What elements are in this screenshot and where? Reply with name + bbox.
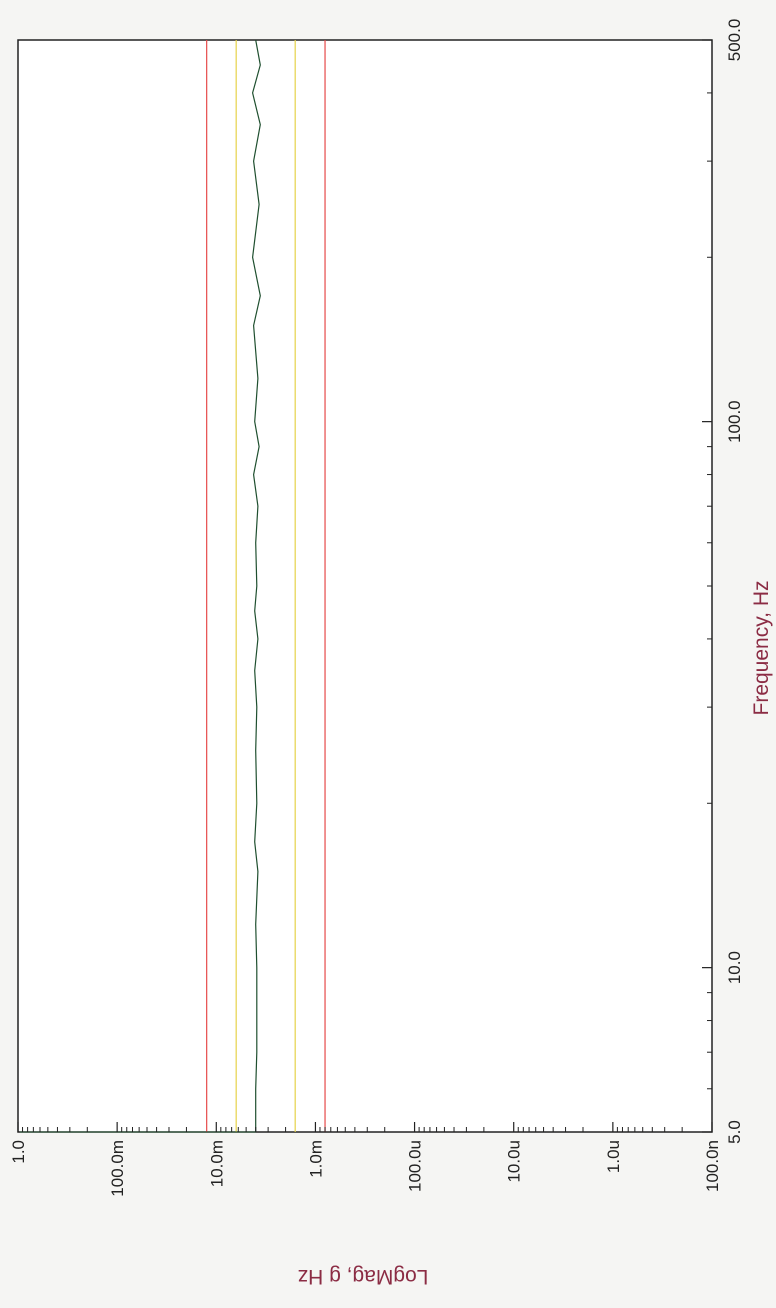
y-tick-label-group-3: 1.0m xyxy=(306,1140,325,1178)
y-axis-title: LogMag, g Hz xyxy=(298,1265,429,1288)
y-tick-label: 100.0u xyxy=(406,1140,425,1192)
x-tick-label-group-1: 10.0 xyxy=(725,951,744,984)
x-tick-label-group-3: 500.0 xyxy=(725,19,744,62)
y-tick-label: 10.0u xyxy=(505,1140,524,1183)
y-tick-label-group-6: 1.0u xyxy=(604,1140,623,1173)
x-tick-label-group-2: 100.0 xyxy=(725,400,744,443)
y-tick-label-group-4: 100.0u xyxy=(406,1140,425,1192)
x-tick-label-group-0: 5.0 xyxy=(725,1120,744,1144)
y-tick-label-group-5: 10.0u xyxy=(505,1140,524,1183)
y-tick-label: 1.0 xyxy=(9,1140,28,1164)
x-axis-title: Frequency, Hz xyxy=(750,581,773,716)
plot-area xyxy=(17,39,713,1133)
y-tick-label-group-2: 10.0m xyxy=(207,1140,226,1187)
x-ticks-layer: 5.0 10.0 100.0 500.0 xyxy=(702,19,744,1144)
y-tick-label-group-0: 1.0 xyxy=(9,1140,28,1164)
x-tick-label: 10.0 xyxy=(725,951,744,984)
x-tick-label: 5.0 xyxy=(725,1120,744,1144)
y-axis-title-group: LogMag, g Hz xyxy=(298,1265,429,1288)
y-tick-label-group-7: 100.0n xyxy=(703,1140,722,1192)
y-tick-label: 1.0m xyxy=(306,1140,325,1178)
x-tick-label: 500.0 xyxy=(725,19,744,62)
limit-lines-layer xyxy=(206,40,326,1132)
y-ticks-layer: 1.0 100.0m 10.0m 1.0m 100.0u 10.0u 1.0u 100.0n xyxy=(9,1122,722,1197)
y-tick-label: 1.0u xyxy=(604,1140,623,1173)
y-tick-label: 100.0n xyxy=(703,1140,722,1192)
x-tick-label: 100.0 xyxy=(725,400,744,443)
series-line-0 xyxy=(251,39,261,1132)
y-tick-label: 10.0m xyxy=(207,1140,226,1187)
y-tick-label: 100.0m xyxy=(108,1140,127,1197)
y-tick-label-group-1: 100.0m xyxy=(108,1140,127,1197)
x-axis-title-group: Frequency, Hz xyxy=(750,581,773,716)
